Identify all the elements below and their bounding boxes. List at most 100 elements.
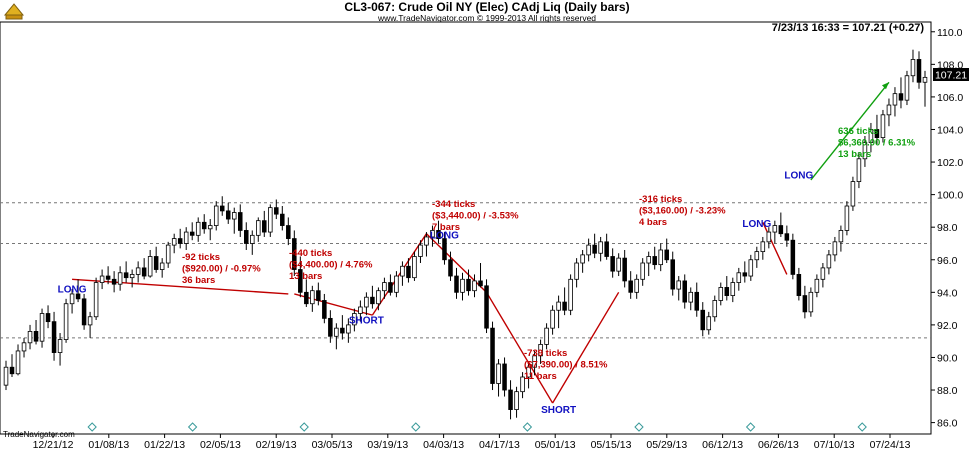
signal-label: LONG (742, 219, 771, 230)
signal-label: SHORT (349, 315, 384, 326)
candle-body (820, 267, 826, 280)
candle-body (189, 231, 195, 236)
candle-body (141, 267, 147, 277)
candle-body (21, 342, 27, 352)
candle-body (448, 259, 453, 277)
trade-annotation-text: -739 ticks (524, 348, 567, 359)
x-tick-label: 06/12/13 (702, 439, 743, 451)
x-tick-label: 03/19/13 (367, 439, 408, 451)
candle-body (694, 291, 700, 311)
candle-body (832, 241, 838, 256)
candle-body (520, 376, 525, 393)
trade-lines (72, 81, 890, 404)
x-axis: 12/21/12 01/08/13 01/22/13 02/05/13 02/19/13… (33, 434, 911, 451)
candle-body (508, 389, 513, 410)
candle-body (69, 293, 75, 305)
candle-body (412, 256, 417, 279)
copyright-text: www.TradeNavigator.com © 1999-2013 All r… (377, 13, 596, 23)
trade-annotation-text: ($3,160.00) / -3.23% (639, 206, 726, 217)
candle-body (628, 280, 633, 293)
trade-annotation-text: -92 ticks (182, 252, 220, 263)
candle-body (39, 313, 45, 342)
candle-body (153, 256, 159, 270)
candle-body (81, 298, 87, 326)
event-marker-icon (634, 422, 644, 432)
candle-body (310, 290, 315, 305)
candle-body (814, 278, 820, 293)
x-tick-label: 02/05/13 (200, 439, 241, 451)
candle-body (454, 275, 459, 293)
candle-body (57, 339, 63, 353)
candle-body (231, 212, 237, 220)
candle-body (129, 274, 135, 279)
candle-body (159, 262, 165, 270)
candle-body (784, 233, 790, 241)
trade-annotation-text: -440 ticks (289, 248, 332, 259)
candle-body (418, 244, 423, 257)
x-tick-label: 01/08/13 (88, 439, 129, 451)
y-tick-label: 92.0 (937, 320, 958, 332)
candle-body (87, 316, 93, 326)
candle-body (135, 267, 141, 275)
candle-body (736, 272, 742, 283)
candle-body (105, 275, 111, 280)
candle-body (910, 59, 916, 77)
trade-navigator-logo-icon[interactable] (3, 3, 25, 20)
candle-body (442, 238, 447, 261)
x-tick-label: 06/26/13 (758, 439, 799, 451)
candle-body (748, 259, 754, 277)
svg-text:107.21: 107.21 (935, 70, 967, 82)
y-tick-label: 104.0 (937, 124, 963, 136)
candle-body (808, 291, 814, 313)
chart-title: CL3-067: Crude Oil NY (Elec) CAdj Liq (D… (344, 0, 629, 14)
candle-body (376, 290, 381, 305)
x-tick-label: 05/01/13 (535, 439, 576, 451)
candle-body (490, 327, 495, 384)
trade-annotations: -92 ticks($920.00) / -0.97%36 bars -440 t… (182, 126, 916, 382)
candle-body (382, 282, 387, 292)
candle-body (27, 331, 33, 344)
trade-annotation-text: $6,360.00 / 6.31% (838, 138, 916, 149)
candle-body (718, 287, 724, 301)
candle-body (916, 59, 922, 83)
candle-body (316, 290, 321, 301)
x-tick-label: 07/10/13 (814, 439, 855, 451)
y-tick-label: 90.0 (937, 352, 958, 364)
trade-annotation-text: -316 ticks (639, 194, 682, 205)
candle-body (838, 230, 844, 243)
candle-body (538, 344, 543, 357)
x-tick-label: 04/17/13 (479, 439, 520, 451)
candle-body (922, 76, 928, 83)
candle-body (676, 280, 681, 290)
x-tick-label: 02/19/13 (256, 439, 297, 451)
candle-body (706, 316, 712, 331)
candle-body (51, 321, 57, 353)
signal-label: LONG (430, 231, 459, 242)
event-marker-icon (299, 422, 309, 432)
y-tick-label: 94.0 (937, 287, 958, 299)
candle-body (616, 257, 621, 272)
candle-body (201, 221, 207, 230)
candle-body (742, 272, 748, 277)
candle-body (886, 104, 892, 116)
candle-body (766, 231, 772, 243)
candle-body (688, 291, 694, 303)
last-quote: 7/23/13 16:33 = 107.21 (+0.27) (772, 22, 925, 34)
candle-body (826, 254, 832, 269)
candle-body (478, 280, 483, 287)
y-tick-label: 88.0 (937, 385, 958, 397)
trade-annotation-text: 636 ticks (838, 126, 878, 137)
candle-body (550, 309, 555, 329)
trade-annotation-text: 4 bars (639, 217, 667, 228)
candle-body (262, 220, 267, 233)
candle-body (93, 282, 99, 318)
candle-body (15, 350, 21, 375)
candle-body (622, 257, 627, 282)
candle-body (171, 238, 177, 246)
candle-body (406, 265, 411, 279)
candle-body (850, 181, 856, 207)
candle-body (712, 300, 718, 318)
signal-label: LONG (58, 284, 87, 295)
x-tick-label: 07/24/13 (870, 439, 911, 451)
trade-line (371, 233, 428, 316)
